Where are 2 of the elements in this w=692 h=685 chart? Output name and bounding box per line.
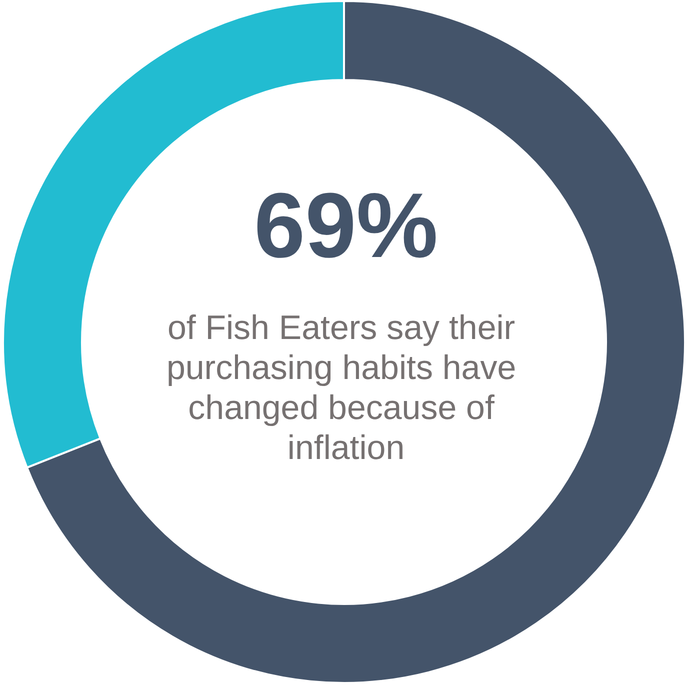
text: of Fish Eaters say their purchasing habits have changed because of inflation	[166, 309, 526, 467]
data-label: 69%	[254, 175, 438, 277]
